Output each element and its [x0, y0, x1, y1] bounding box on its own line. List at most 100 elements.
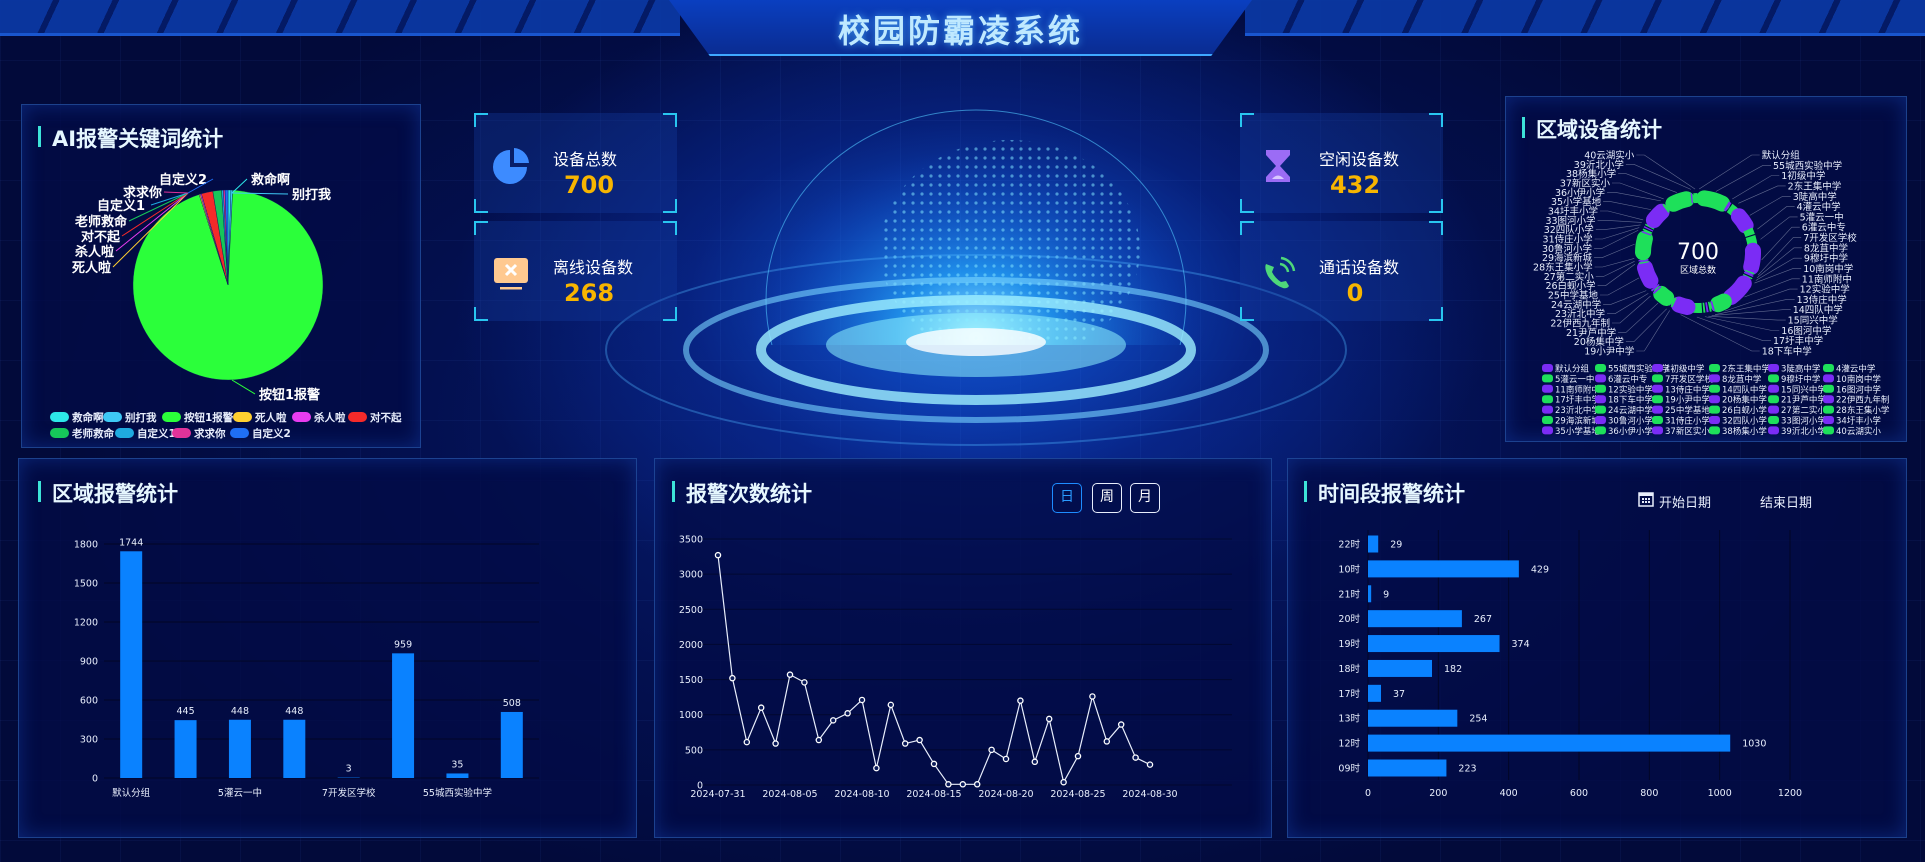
legend-marker: [1542, 374, 1553, 383]
data-point: [930, 760, 938, 768]
legend-marker: [1595, 374, 1606, 383]
legend-label: 老师救命: [71, 427, 114, 440]
pie-leader-line: [231, 178, 248, 194]
legend-label: 默认分组: [1555, 364, 1590, 375]
legend-label: 23沂北中学: [1555, 405, 1600, 416]
y-tick-label: 0: [697, 781, 703, 792]
ring-segment: [1743, 271, 1754, 277]
pie-slice: [132, 189, 324, 381]
x-tick-label: 0: [1365, 788, 1371, 799]
ring-label: 30鲁河小学: [1542, 243, 1592, 255]
legend-marker: [1709, 364, 1720, 372]
y-tick-label: 3500: [679, 535, 703, 546]
bar: [1368, 585, 1372, 603]
ring-leader-line: [1714, 299, 1795, 315]
ring-label: 14四队中学: [1793, 304, 1843, 316]
week-button[interactable]: 周: [1092, 483, 1122, 513]
ring-leader-line: [1599, 210, 1644, 221]
x-tick-label: 默认分组: [112, 787, 151, 799]
legend-marker: [1542, 395, 1553, 404]
y-tick-label: 20时: [1338, 613, 1360, 625]
y-tick-label: 10时: [1338, 563, 1360, 575]
ring-segment: [1643, 226, 1654, 232]
y-tick-label: 09时: [1338, 763, 1360, 775]
ring-leader-line: [1597, 220, 1642, 223]
bar-value-label: 1744: [119, 537, 143, 548]
pie-label: 求求你: [123, 185, 162, 201]
stat-value: 0: [1346, 279, 1364, 307]
legend-label: 20杨集中学: [1722, 395, 1767, 406]
hourglass-icon: [1266, 150, 1290, 182]
legend-label: 按钮1报警: [184, 411, 234, 424]
legend-label: 15同兴中学: [1781, 384, 1826, 395]
legend-marker: [172, 428, 191, 438]
pie-leader-line: [187, 178, 214, 194]
ring-segment: [1665, 191, 1695, 212]
bar-value-label: 959: [394, 639, 412, 650]
legend-label: 13侍庄中学: [1665, 384, 1710, 395]
y-tick-label: 18时: [1338, 663, 1360, 675]
legend-marker: [1768, 384, 1779, 393]
ring-label: 2东王集中学: [1788, 180, 1842, 192]
start-date-input[interactable]: 开始日期: [1659, 496, 1712, 511]
x-tick-label: 2024-08-25: [1050, 789, 1105, 800]
phone-call-icon: [1265, 256, 1296, 289]
ring-label: 27第二实小: [1544, 271, 1595, 283]
data-point: [829, 717, 837, 724]
legend-marker: [115, 428, 134, 438]
bar-value-label: 254: [1469, 714, 1487, 725]
ring-leader-line: [1760, 216, 1798, 240]
data-point: [772, 740, 779, 747]
ring-label: 13侍庄中学: [1797, 294, 1847, 306]
ring-leader-line: [1749, 195, 1791, 216]
ring-label: 18下车中学: [1762, 346, 1812, 358]
ring-segment: [1723, 201, 1732, 212]
legend-marker: [230, 428, 249, 438]
ring-segment: [1635, 230, 1653, 261]
stat-card-total-devices: 设备总数 700: [474, 113, 677, 213]
ring-segment: [1653, 285, 1675, 306]
data-point: [1031, 758, 1039, 766]
stat-label: 空闲设备数: [1319, 150, 1400, 169]
bar: [1368, 560, 1519, 578]
data-point: [901, 740, 909, 747]
page-title: 校园防霸凌系统: [837, 12, 1083, 50]
bar-value-label: 3: [346, 764, 352, 775]
legend-label: 28东王集小学: [1836, 405, 1890, 416]
bar: [1368, 610, 1462, 628]
day-button[interactable]: 日: [1052, 483, 1082, 513]
legend-marker: [1595, 416, 1606, 424]
y-tick-label: 17时: [1338, 688, 1360, 700]
y-tick-label: 1800: [74, 540, 98, 551]
ring-leader-line: [1636, 154, 1696, 190]
pie-label: 死人啦: [72, 260, 111, 276]
bar-value-label: 35: [451, 759, 463, 770]
month-button[interactable]: 月: [1130, 483, 1160, 513]
bar: [174, 720, 197, 778]
pie-label: 救命啊: [251, 172, 290, 188]
pie-leader-line: [163, 191, 189, 194]
ring-leader-line: [1704, 316, 1780, 331]
legend-marker: [1542, 426, 1553, 435]
bar: [1368, 635, 1500, 653]
ring-leader-line: [1724, 288, 1798, 312]
legend-label: 21尹芦中学: [1781, 395, 1826, 406]
bar: [1368, 535, 1379, 553]
ring-label: 25中学基地: [1548, 290, 1599, 302]
ring-leader-line: [1636, 310, 1670, 352]
end-date-input[interactable]: 结束日期: [1760, 496, 1813, 511]
legend-marker: [1709, 374, 1720, 383]
data-point: [887, 701, 895, 709]
ring-leader-line: [1757, 237, 1802, 276]
ring-label: 37新区实小: [1560, 178, 1611, 190]
ring-label: 55城西实验中学: [1773, 160, 1842, 172]
calendar-icon[interactable]: [1638, 490, 1654, 507]
legend-label: 19小尹中学: [1665, 395, 1710, 406]
ring-label: 29海滨新城: [1542, 252, 1593, 264]
stat-card-idle-devices: 空闲设备数 432: [1240, 113, 1443, 213]
y-tick-label: 2000: [679, 640, 703, 651]
ring-label: 12实验中学: [1800, 284, 1850, 296]
bar-value-label: 445: [176, 706, 194, 717]
legend-marker: [1595, 395, 1606, 404]
bar: [283, 719, 306, 778]
